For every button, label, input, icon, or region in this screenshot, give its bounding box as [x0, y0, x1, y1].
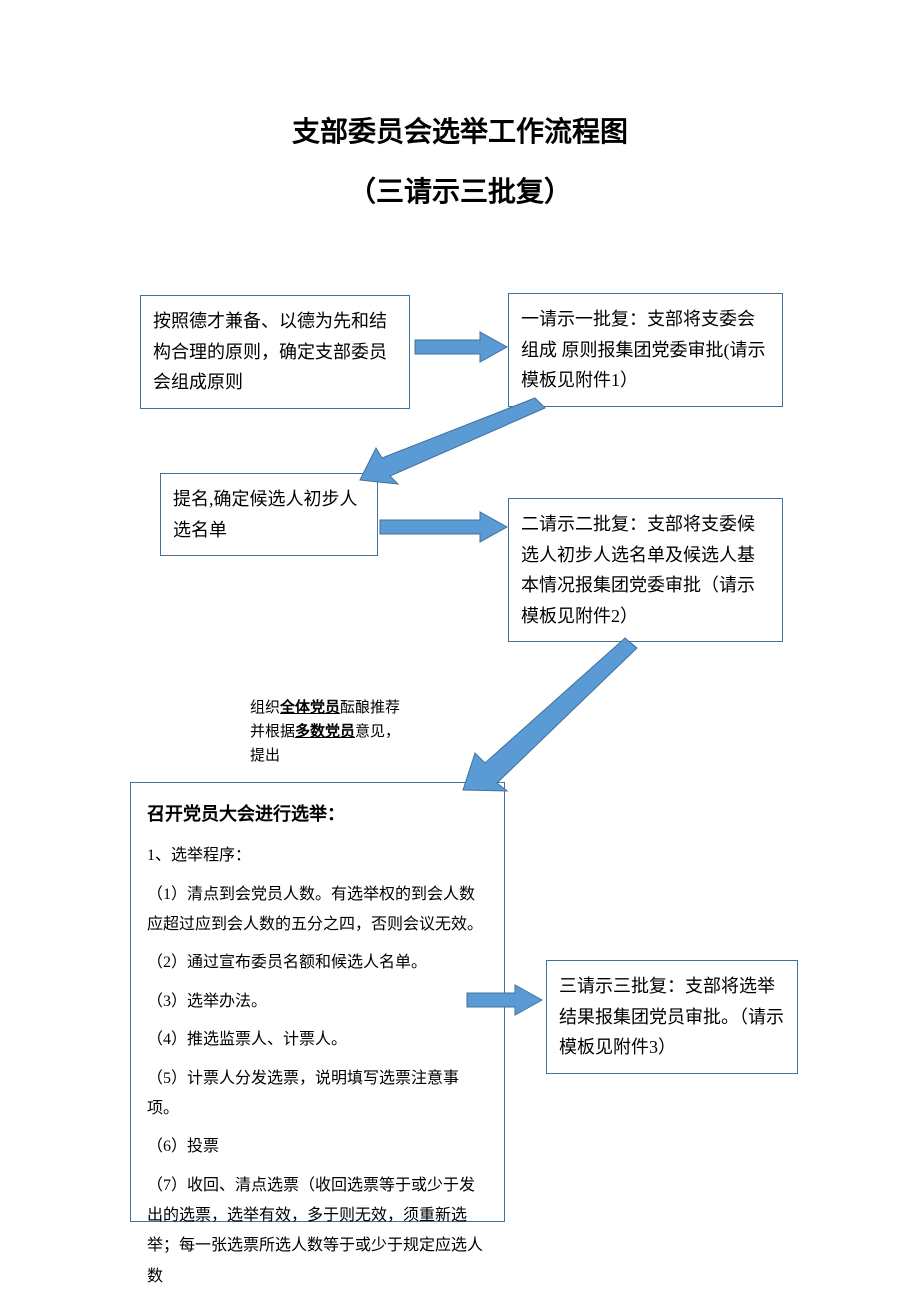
annotation-underline-1: 全体党员: [280, 700, 340, 716]
election-item-6: （5）计票人分发选票，说明填写选票注意事项。: [147, 1064, 488, 1125]
election-item-4: （3）选举办法。: [147, 987, 488, 1017]
node-principle: 按照德才兼备、以德为先和结构合理的原则，确定支部委员会组成原则: [140, 295, 410, 409]
node-request2: 二请示二批复：支部将支委候选人初步人选名单及候选人基本情况报集团党委审批（请示模…: [508, 498, 783, 642]
election-item-1: 1、选举程序：: [147, 841, 488, 871]
arrow-5: [467, 985, 545, 1015]
election-item-7: （6）投票: [147, 1132, 488, 1162]
page-title-line2: （三请示三批复）: [0, 170, 920, 210]
node-nominate: 提名,确定候选人初步人选名单: [160, 473, 378, 556]
election-item-8: （7）收回、清点选票（收回选票等于或少于发出的选票，选举有效，多于则无效，须重新…: [147, 1171, 488, 1293]
annotation-underline-2: 多数党员: [295, 724, 355, 740]
node-request1: 一请示一批复：支部将支委会组成 原则报集团党委审批(请示模板见附件1）: [508, 293, 783, 407]
arrow-4: [455, 638, 645, 798]
node-annotation: 组织全体党员酝酿推荐并根据多数党员意见，提出: [242, 690, 417, 774]
node-election: 召开党员大会进行选举： 1、选举程序： （1）清点到会党员人数。有选举权的到会人…: [130, 782, 505, 1222]
annotation-text-1: 组织: [250, 700, 280, 716]
election-item-3: （2）通过宣布委员名额和候选人名单。: [147, 948, 488, 978]
page-title-line1: 支部委员会选举工作流程图: [0, 110, 920, 150]
election-item-2: （1）清点到会党员人数。有选举权的到会人数应超过应到会人数的五分之四，否则会议无…: [147, 880, 488, 941]
election-item-5: （4）推选监票人、计票人。: [147, 1025, 488, 1055]
arrow-1: [415, 332, 510, 362]
arrow-2: [360, 398, 550, 488]
node-request3: 三请示三批复：支部将选举结果报集团党员审批。（请示模板见附件3）: [546, 960, 798, 1074]
election-heading: 召开党员大会进行选举：: [147, 797, 488, 831]
arrow-3: [380, 512, 510, 542]
